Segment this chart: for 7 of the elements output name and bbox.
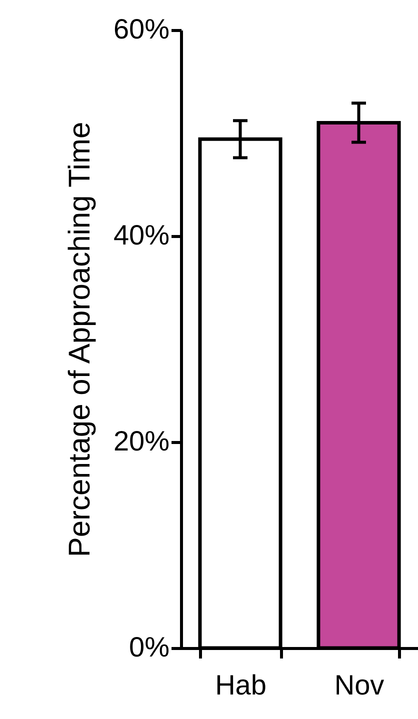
y-axis-title: Percentage of Approaching Time [63, 122, 96, 558]
y-tick-label: 60% [113, 14, 170, 44]
y-tick-label: 40% [113, 220, 170, 250]
y-tick-label: 0% [129, 632, 170, 662]
x-tick-label: Hab [215, 670, 266, 700]
x-tick-label: Nov [334, 670, 384, 700]
y-tick-label: 20% [113, 426, 170, 456]
